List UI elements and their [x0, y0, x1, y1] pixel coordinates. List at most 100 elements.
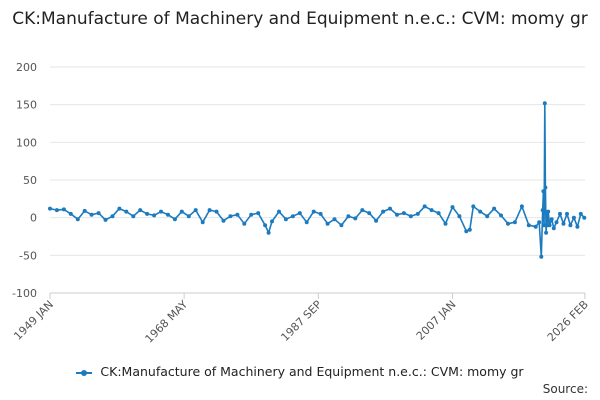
data-point[interactable] [526, 223, 531, 228]
data-point[interactable] [533, 224, 538, 229]
data-point[interactable] [186, 214, 191, 219]
data-point[interactable] [82, 208, 87, 213]
data-point[interactable] [249, 212, 254, 217]
data-point[interactable] [542, 101, 547, 106]
data-point[interactable] [89, 212, 94, 217]
data-point[interactable] [145, 211, 150, 216]
data-point[interactable] [172, 217, 177, 222]
data-point[interactable] [471, 204, 476, 209]
data-point[interactable] [478, 209, 483, 214]
data-point[interactable] [325, 221, 330, 226]
data-point[interactable] [304, 220, 309, 225]
data-point[interactable] [561, 221, 566, 226]
data-point[interactable] [554, 220, 559, 225]
data-point[interactable] [166, 212, 170, 217]
data-point[interactable] [539, 254, 544, 259]
data-point[interactable] [395, 212, 399, 217]
data-point[interactable] [124, 209, 129, 214]
data-point[interactable] [263, 223, 268, 228]
data-point[interactable] [75, 217, 80, 222]
data-point[interactable] [270, 219, 274, 224]
data-point[interactable] [546, 209, 551, 214]
data-point[interactable] [492, 206, 497, 211]
data-point[interactable] [318, 211, 323, 216]
data-point[interactable] [61, 207, 66, 212]
data-point[interactable] [138, 208, 143, 213]
data-point[interactable] [540, 208, 545, 213]
y-tick-label: 100 [16, 136, 37, 149]
data-point[interactable] [499, 213, 503, 218]
data-point[interactable] [388, 206, 392, 211]
data-point[interactable] [512, 220, 517, 225]
data-point[interactable] [443, 221, 448, 226]
data-point[interactable] [179, 209, 184, 214]
data-point[interactable] [467, 227, 472, 232]
data-point[interactable] [565, 211, 569, 216]
data-point[interactable] [214, 209, 219, 214]
data-point[interactable] [571, 215, 576, 220]
data-point[interactable] [541, 189, 546, 194]
data-point[interactable] [131, 214, 136, 219]
data-point[interactable] [228, 214, 233, 219]
data-point[interactable] [346, 214, 351, 219]
y-tick-label: 150 [16, 99, 37, 112]
data-point[interactable] [422, 204, 427, 209]
data-point[interactable] [575, 224, 580, 229]
data-point[interactable] [401, 211, 406, 216]
data-point[interactable] [374, 218, 379, 223]
data-point[interactable] [332, 217, 337, 222]
data-point[interactable] [277, 209, 281, 214]
data-point[interactable] [568, 223, 573, 228]
data-point[interactable] [551, 226, 556, 231]
legend[interactable]: CK:Manufacture of Machinery and Equipmen… [0, 364, 600, 379]
data-point[interactable] [290, 214, 295, 219]
data-point[interactable] [544, 230, 549, 235]
x-tick-label: 2007 JAN [414, 298, 459, 343]
chart-title: CK:Manufacture of Machinery and Equipmen… [12, 9, 588, 29]
data-point[interactable] [457, 214, 462, 219]
data-point[interactable] [360, 208, 365, 213]
data-point[interactable] [117, 206, 122, 211]
data-point[interactable] [256, 211, 261, 216]
data-point[interactable] [152, 213, 157, 218]
data-point[interactable] [537, 220, 542, 225]
data-point[interactable] [96, 211, 101, 216]
data-point[interactable] [582, 215, 587, 220]
data-point[interactable] [485, 214, 490, 219]
data-point[interactable] [450, 205, 455, 210]
data-point[interactable] [311, 209, 316, 214]
data-point[interactable] [235, 212, 240, 217]
data-point[interactable] [519, 204, 524, 209]
data-point[interactable] [578, 211, 583, 216]
data-point[interactable] [103, 217, 108, 222]
data-point[interactable] [110, 214, 115, 219]
data-point[interactable] [415, 211, 420, 216]
data-point[interactable] [339, 223, 344, 228]
x-axis-ticks: 1949 JAN 1968 MAY 1987 SEP 2007 JAN 2026 FEB [11, 293, 591, 346]
data-point[interactable] [367, 211, 372, 216]
data-point[interactable] [558, 211, 562, 216]
data-point[interactable] [159, 209, 163, 214]
data-point[interactable] [547, 223, 552, 228]
data-point[interactable] [221, 218, 226, 223]
data-point[interactable] [543, 185, 548, 190]
data-point[interactable] [48, 206, 52, 211]
data-point[interactable] [464, 229, 469, 234]
data-point[interactable] [193, 208, 198, 213]
data-point[interactable] [283, 217, 288, 222]
data-point[interactable] [68, 211, 73, 216]
data-point[interactable] [436, 211, 441, 216]
data-point[interactable] [266, 230, 271, 235]
data-point[interactable] [549, 217, 554, 222]
data-point[interactable] [54, 208, 59, 213]
data-point[interactable] [429, 208, 434, 213]
data-point[interactable] [207, 208, 212, 213]
data-point[interactable] [353, 216, 358, 221]
data-point[interactable] [408, 214, 413, 219]
data-point[interactable] [297, 211, 302, 216]
data-point[interactable] [542, 223, 547, 228]
data-point[interactable] [381, 209, 386, 214]
data-point[interactable] [200, 220, 205, 225]
data-point[interactable] [506, 221, 510, 226]
data-point[interactable] [242, 221, 247, 226]
